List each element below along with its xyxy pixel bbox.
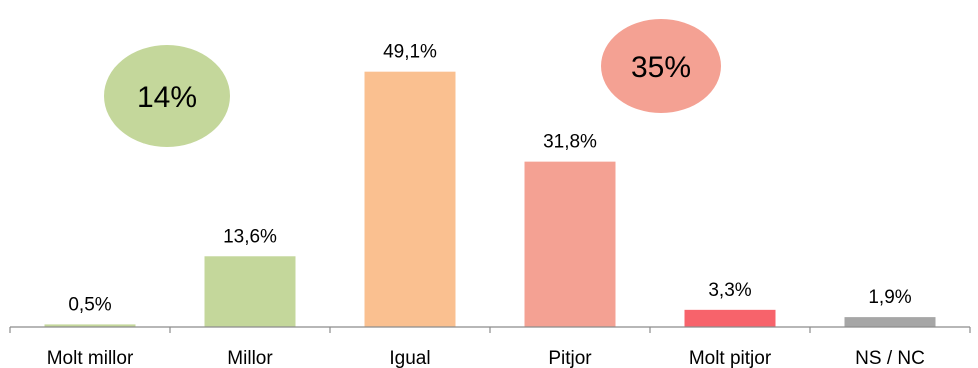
x-axis-ticks	[9, 327, 971, 333]
annotation-label-low: 14%	[137, 81, 197, 114]
bar-3	[364, 71, 456, 328]
category-label: Millor	[227, 348, 273, 368]
bar-value-label: 3,3%	[708, 280, 751, 301]
bar-5	[684, 309, 776, 327]
category-label: NS / NC	[855, 348, 925, 368]
bar-4	[524, 161, 616, 327]
bar-value-label: 1,9%	[868, 287, 911, 308]
annotation-bubble-high: 35%	[601, 19, 721, 113]
bars-group	[44, 71, 936, 328]
category-label: Igual	[389, 348, 430, 368]
bar-value-label: 31,8%	[543, 132, 597, 153]
bar-value-label: 0,5%	[68, 294, 111, 315]
bar-6	[844, 317, 936, 327]
category-label: Pitjor	[548, 348, 592, 368]
bar-1	[44, 324, 136, 327]
bar-value-label: 49,1%	[383, 42, 437, 63]
annotation-bubble-low: 14%	[104, 45, 230, 147]
annotation-ellipse-high	[601, 19, 721, 113]
bar-2	[204, 256, 296, 327]
category-label: Molt millor	[47, 348, 134, 368]
bar-value-label: 13,6%	[223, 226, 277, 247]
value-labels-group: 0,5% 13,6% 49,1% 31,8% 3,3% 1,9%	[68, 42, 911, 316]
category-label: Molt pitjor	[689, 348, 772, 368]
annotation-ellipse-low	[104, 45, 230, 147]
annotation-label-high: 35%	[631, 51, 691, 84]
category-labels-group: Molt millor Millor Igual Pitjor Molt pitjor N…	[47, 348, 925, 368]
